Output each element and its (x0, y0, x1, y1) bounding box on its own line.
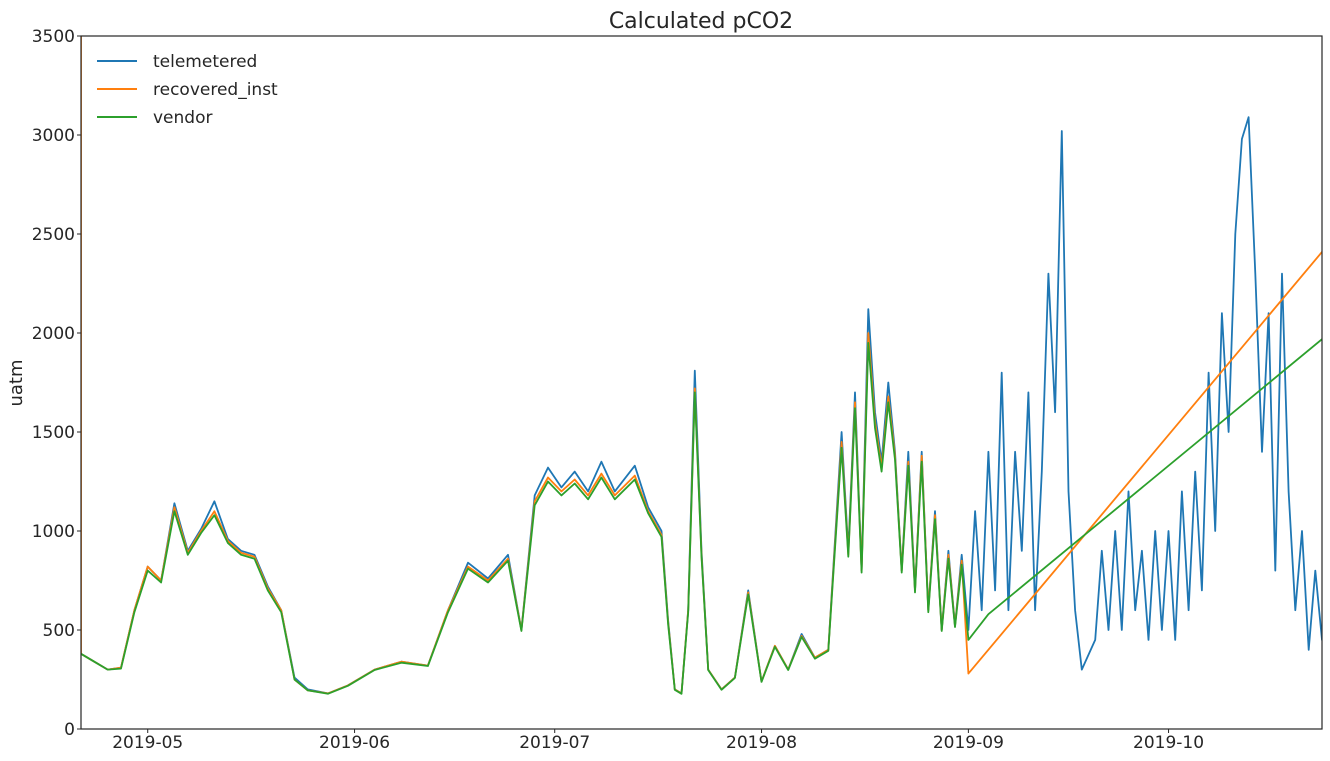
x-tick-label: 2019-08 (726, 733, 797, 753)
x-tick-label: 2019-10 (1133, 733, 1204, 753)
y-axis: 0 500 1000 1500 2000 2500 3000 3500 (32, 27, 81, 740)
legend-label-vendor: vendor (153, 108, 212, 128)
plot-frame (80, 35, 1323, 730)
chart-title: Calculated pCO2 (609, 9, 793, 34)
legend-label-recovered_inst: recovered_inst (153, 80, 278, 100)
y-tick-label: 1000 (32, 522, 75, 542)
x-axis: 2019-05 2019-06 2019-07 2019-08 2019-09 2019-… (112, 729, 1204, 753)
y-tick-label: 3000 (32, 126, 75, 146)
x-tick-label: 2019-07 (519, 733, 590, 753)
y-tick-label: 1500 (32, 423, 75, 443)
y-axis-title: uatm (6, 359, 27, 406)
y-tick-label: 3500 (32, 27, 75, 47)
y-tick-label: 2000 (32, 324, 75, 344)
y-tick-label: 0 (64, 720, 75, 740)
plot-lines (81, 36, 1322, 695)
legend-label-telemetered: telemetered (153, 52, 257, 72)
x-tick-label: 2019-05 (112, 733, 183, 753)
series-line-telemetered (81, 116, 1322, 695)
series-line-recovered_inst (81, 36, 1322, 695)
y-tick-label: 500 (43, 621, 75, 641)
y-tick-label: 2500 (32, 225, 75, 245)
x-tick-label: 2019-09 (933, 733, 1004, 753)
series-line-vendor (81, 338, 1322, 695)
x-tick-label: 2019-06 (319, 733, 390, 753)
